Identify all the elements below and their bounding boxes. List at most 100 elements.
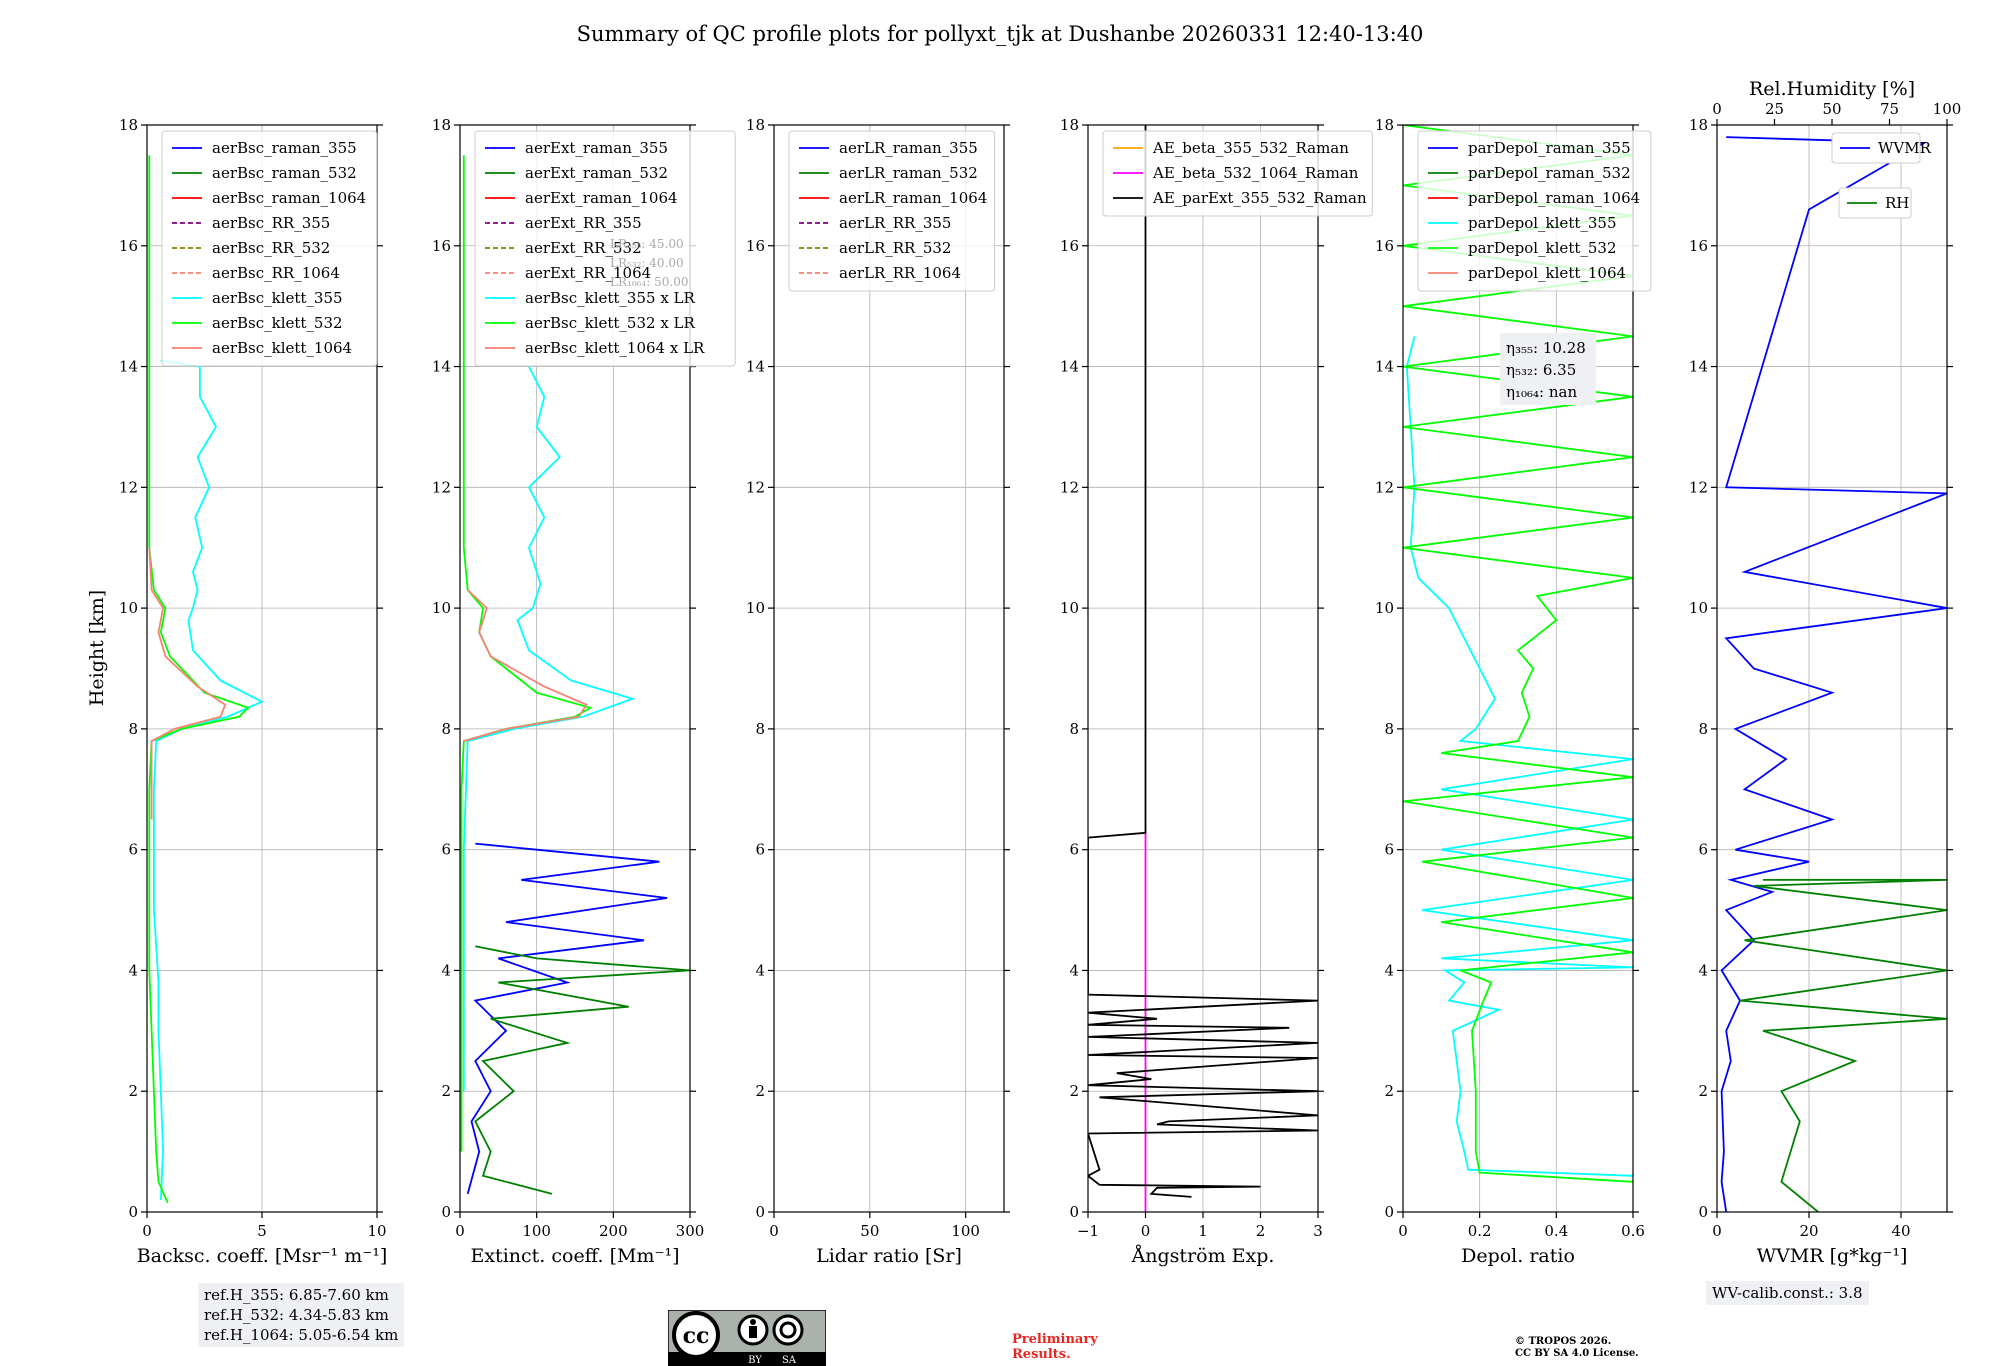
wv-calibration-box: WV-calib.const.: 3.8 — [1706, 1281, 1869, 1305]
x-tick-label: 0 — [1141, 1222, 1151, 1240]
y-tick-label: 10 — [1689, 599, 1708, 617]
panel-lr: 0 2 4 6 8 10 12 14 16 18 0 50 100 Lidar ratio [Sr] aer… — [746, 116, 1010, 1267]
top-x-tick-label: 25 — [1765, 100, 1784, 118]
cc-sa-label: SA — [782, 1355, 797, 1366]
y-tick-label: 16 — [1689, 237, 1708, 255]
y-tick-label: 6 — [755, 841, 765, 859]
panel-ext: 0 2 4 6 8 10 12 14 16 18 0 100 200 300 Extinct. coeff.… — [432, 116, 736, 1267]
eta-label: η₅₃₂: 6.35 — [1506, 361, 1576, 379]
series-AE_parExt_355_532_Raman — [1088, 125, 1318, 1198]
x-tick-label: 0 — [1398, 1222, 1408, 1240]
y-tick-label: 4 — [128, 961, 138, 979]
legend-label: aerExt_raman_532 — [525, 164, 668, 182]
x-tick-label: −1 — [1077, 1222, 1099, 1240]
panel-depol: 0 2 4 6 8 10 12 14 16 18 0 0.2 0.4 0.6 Depol. ratio par… — [1375, 116, 1652, 1267]
plot-frame — [773, 124, 1005, 1213]
legend-box — [161, 130, 378, 367]
y-tick-label: 8 — [441, 720, 451, 738]
x-tick-label: 2 — [1256, 1222, 1266, 1240]
legend-label: parDepol_klett_532 — [1468, 239, 1617, 257]
x-axis-label: WVMR [g*kg⁻¹] — [1757, 1245, 1908, 1267]
preliminary-line-2: Results. — [1012, 1347, 1071, 1362]
legend-label: AE_parExt_355_532_Raman — [1152, 189, 1367, 207]
cc-icon-text: cc — [683, 1323, 710, 1349]
x-tick-label: 300 — [676, 1222, 705, 1240]
y-tick-label: 18 — [746, 116, 765, 134]
x-axis-label: Extinct. coeff. [Mm⁻¹] — [470, 1245, 679, 1267]
y-tick-label: 0 — [1698, 1203, 1708, 1221]
ref-height-532: ref.H_532: 4.34-5.83 km — [204, 1306, 389, 1324]
series-aerExt_raman_355 — [466, 842, 668, 1195]
x-tick-label: 5 — [257, 1222, 267, 1240]
x-tick-label: 0.6 — [1621, 1222, 1645, 1240]
series-parDepol_klett_532 — [1403, 125, 1633, 1183]
series-aerBsc_klett_532 — [148, 155, 250, 1204]
x-tick-label: 50 — [860, 1222, 879, 1240]
y-tick-label: 16 — [1375, 237, 1394, 255]
y-tick-label: 4 — [1698, 961, 1708, 979]
x-tick-label: 0 — [1712, 1222, 1722, 1240]
series-WVMR — [1720, 136, 1947, 1212]
x-tick-label: 0.4 — [1544, 1222, 1568, 1240]
y-tick-label: 6 — [1384, 841, 1394, 859]
copyright-note: © TROPOS 2026. CC BY SA 4.0 License. — [1515, 1336, 1639, 1360]
legend-label: aerLR_RR_532 — [839, 239, 951, 257]
ref-height-1064: ref.H_1064: 5.05-6.54 km — [204, 1326, 399, 1344]
legend-label: parDepol_raman_1064 — [1468, 189, 1640, 207]
series-aerBsc_klett_355 — [152, 359, 265, 1200]
top-x-axis-label: Rel.Humidity [%] — [1749, 78, 1915, 100]
legend-label: aerBsc_RR_355 — [212, 214, 330, 232]
y-tick-label: 2 — [755, 1082, 765, 1100]
legend-label: aerLR_RR_355 — [839, 214, 951, 232]
legend-label: aerBsc_RR_532 — [212, 239, 330, 257]
y-tick-label: 6 — [1698, 841, 1708, 859]
legend-label: RH — [1885, 194, 1909, 212]
x-tick-label: 200 — [599, 1222, 628, 1240]
y-tick-label: 0 — [1384, 1203, 1394, 1221]
ref-height-355: ref.H_355: 6.85-7.60 km — [204, 1286, 389, 1304]
y-tick-label: 18 — [1375, 116, 1394, 134]
plot-frame — [1402, 124, 1634, 1213]
y-tick-label: 18 — [119, 116, 138, 134]
y-tick-label: 2 — [1069, 1082, 1079, 1100]
legend-label: aerBsc_raman_1064 — [212, 189, 366, 207]
copyright-line-1: © TROPOS 2026. — [1515, 1336, 1612, 1347]
y-tick-label: 18 — [1689, 116, 1708, 134]
x-tick-label: 10 — [367, 1222, 386, 1240]
y-tick-label: 4 — [441, 961, 451, 979]
series-group — [1720, 136, 1947, 1212]
lidar-ratio-note: LR₁₀₆₄: 50.00 — [610, 275, 688, 289]
legend-label: parDepol_raman_355 — [1468, 139, 1631, 157]
panel-bsc: 0 2 4 6 8 10 12 14 16 18 0 5 10 Backsc. coeff. [Msr⁻¹… — [119, 116, 387, 1267]
lidar-ratio-note: LR₃₅₅: 45.00 — [610, 237, 684, 251]
legend-label: aerBsc_raman_532 — [212, 164, 357, 182]
preliminary-line-1: Preliminary — [1012, 1332, 1098, 1347]
legend-label: aerExt_raman_355 — [525, 139, 668, 157]
legend-label: aerExt_RR_532 — [525, 239, 642, 257]
series-aerExt_raman_532 — [474, 945, 690, 1195]
x-tick-label: 20 — [1799, 1222, 1818, 1240]
legend-label: aerBsc_RR_1064 — [212, 264, 340, 282]
eta-label: η₃₅₅: 10.28 — [1506, 339, 1586, 357]
copyright-line-2: CC BY SA 4.0 License. — [1515, 1348, 1639, 1359]
y-tick-label: 14 — [119, 358, 138, 376]
y-tick-label: 14 — [1689, 358, 1708, 376]
y-tick-label: 12 — [432, 478, 451, 496]
y-tick-label: 6 — [441, 841, 451, 859]
legend-label: aerLR_raman_355 — [839, 139, 978, 157]
top-x-tick-label: 100 — [1933, 100, 1962, 118]
series-group — [460, 155, 690, 1195]
cc-by-label: BY — [748, 1355, 762, 1366]
by-icon-body — [749, 1326, 757, 1338]
y-tick-label: 2 — [441, 1082, 451, 1100]
y-tick-label: 16 — [119, 237, 138, 255]
y-tick-label: 16 — [1060, 237, 1079, 255]
legend-label: aerBsc_klett_1064 x LR — [525, 339, 705, 357]
y-tick-label: 2 — [128, 1082, 138, 1100]
y-tick-label: 6 — [128, 841, 138, 859]
y-tick-label: 2 — [1698, 1082, 1708, 1100]
legend-label: aerBsc_klett_532 — [212, 314, 343, 332]
